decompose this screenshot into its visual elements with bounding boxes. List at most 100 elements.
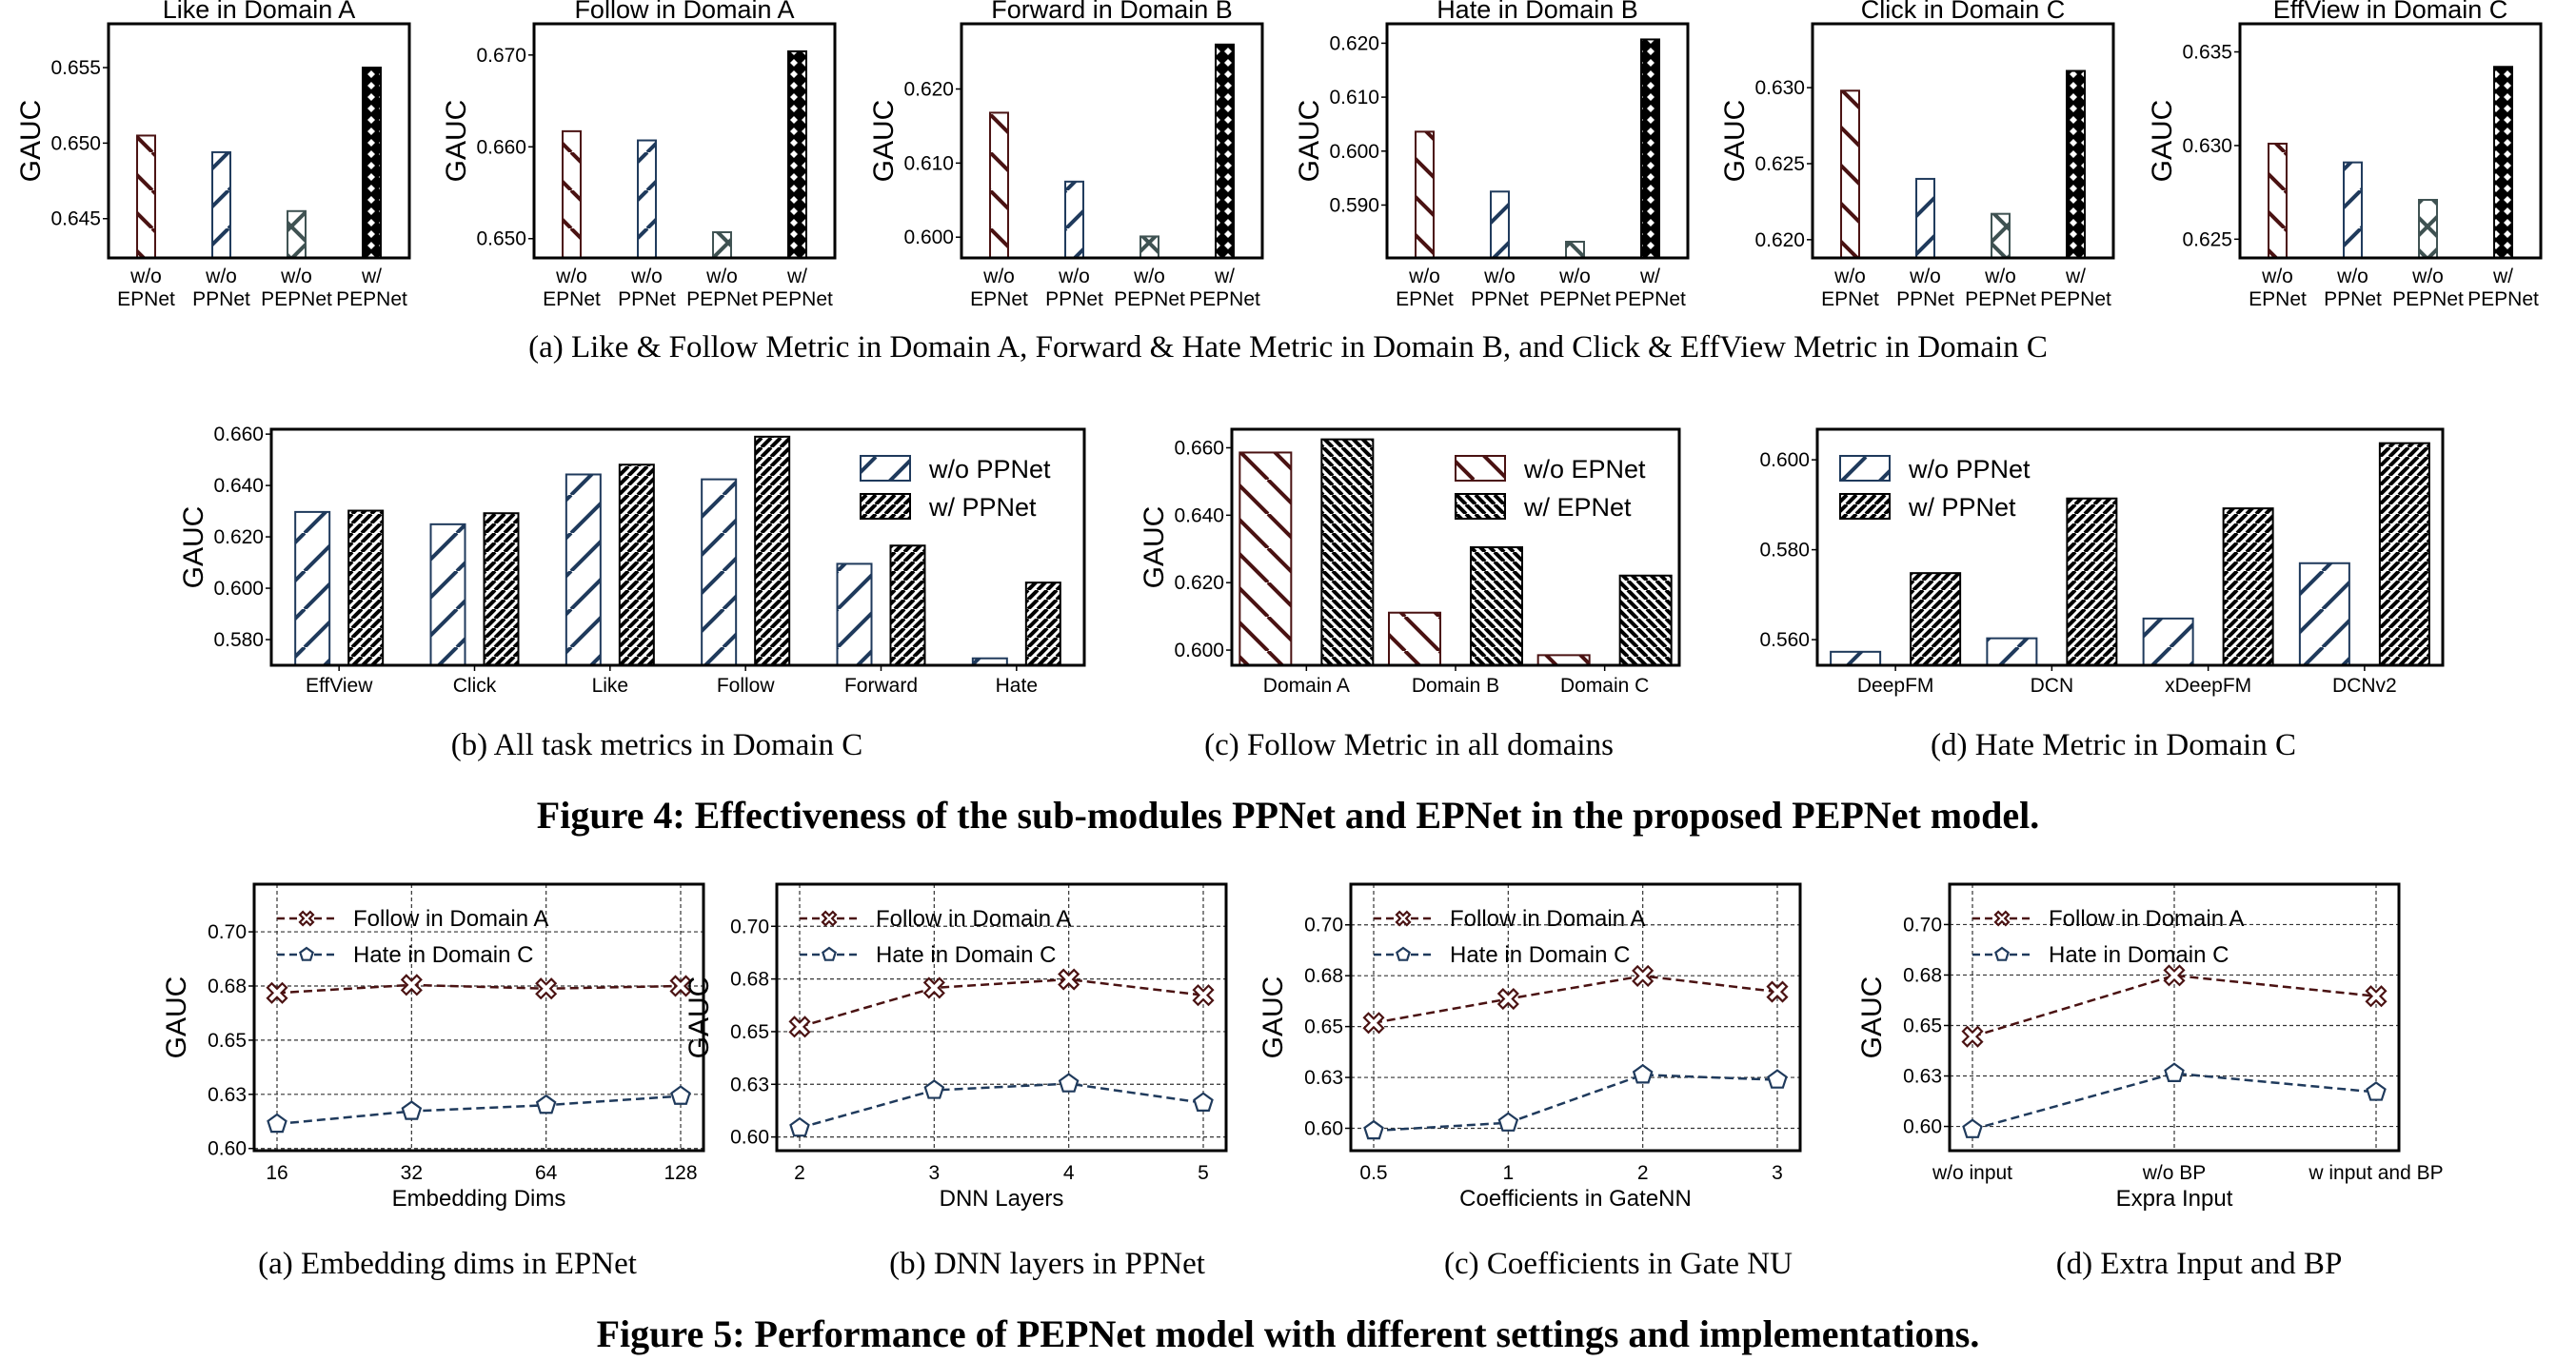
bar [1215, 43, 1235, 259]
bar [1388, 611, 1441, 667]
y-tick-label: 0.63 [1903, 1066, 1942, 1088]
legend-swatch [860, 493, 911, 520]
legend-swatch [1839, 455, 1891, 482]
x-tick-label: w/o [129, 266, 162, 287]
series-line [1373, 1074, 1778, 1133]
y-tick-label: 0.68 [1304, 965, 1343, 987]
x-tick-label: EPNet [543, 288, 601, 310]
chart-fig5b: 2 3 4 5 DNN Layers Follow in Domain A Hate in … [775, 882, 1228, 1212]
x-tick-label: Click [453, 675, 497, 697]
x-tick-label: PEPNet [336, 288, 407, 310]
x-tick-label: Domain B [1412, 675, 1499, 697]
plot-frame [1385, 22, 1690, 260]
x-tick-label: EPNet [2249, 288, 2307, 310]
y-tick-label: 0.580 [1759, 540, 1810, 562]
x-tick-label: 3 [928, 1162, 940, 1184]
bar [1910, 572, 1962, 667]
x-tick-label: PEPNet [2392, 288, 2464, 310]
x-marker [400, 974, 423, 996]
legend-label: Follow in Domain A [2049, 906, 2244, 932]
x-tick-label: 2 [1637, 1162, 1649, 1184]
x-tick-label: 64 [535, 1162, 558, 1184]
chart-fig4a-effview-c: w/oEPNetw/oPPNetw/oPEPNetw/PEPNetEffView… [2238, 0, 2543, 310]
bar [1238, 451, 1293, 666]
y-tick-label: 0.610 [903, 152, 954, 174]
fig4b-caption: (b) All task metrics in Domain C [450, 728, 863, 762]
x-marker [788, 1016, 811, 1038]
pentagon-marker [2164, 1062, 2185, 1082]
bar [562, 129, 582, 259]
y-axis-label: GAUC [2147, 100, 2178, 183]
x-marker [298, 910, 315, 927]
y-tick-label: 0.70 [1903, 914, 1942, 936]
x-tick-label: PEPNet [1615, 288, 1686, 310]
x-marker [266, 981, 288, 1004]
bar [347, 509, 385, 667]
y-tick-label: 0.630 [2182, 135, 2232, 157]
pentagon-marker [401, 1100, 423, 1120]
bar [1640, 38, 1660, 259]
y-tick-label: 0.70 [1304, 915, 1343, 937]
bar [1536, 654, 1591, 666]
x-tick-label: PEPNet [1189, 288, 1260, 310]
x-tick-label: 0.5 [1359, 1162, 1387, 1184]
bar [712, 230, 732, 259]
chart-title: Hate in Domain B [1437, 0, 1638, 24]
bar [1618, 574, 1673, 667]
y-axis-label: GAUC [684, 976, 715, 1059]
x-marker [2163, 964, 2186, 987]
y-tick-label: 0.620 [1329, 32, 1379, 54]
legend-label: w/ EPNet [1523, 493, 1632, 522]
x-tick-label: w/ [361, 266, 382, 287]
legend-swatch [1455, 493, 1506, 520]
y-tick-label: 0.580 [213, 629, 264, 651]
x-tick-label: DCN [2031, 675, 2074, 697]
bar [1490, 190, 1510, 260]
legend-swatch [1455, 455, 1506, 482]
x-tick-label: PEPNet [1965, 288, 2036, 310]
x-marker [535, 977, 558, 1000]
x-tick-label: w/o [2411, 266, 2444, 287]
series-line [276, 1095, 682, 1126]
pentagon-marker [2366, 1081, 2387, 1101]
x-marker [1192, 984, 1215, 1007]
x-marker [1766, 980, 1789, 1003]
y-tick-label: 0.630 [1754, 77, 1805, 99]
bar [701, 478, 738, 666]
legend-swatch [1839, 493, 1891, 520]
series-line [799, 1082, 1204, 1130]
legend-label: w/ PPNet [1908, 493, 2016, 522]
y-tick-label: 0.600 [1329, 141, 1379, 163]
x-marker [1362, 1012, 1385, 1035]
x-tick-label: 3 [1772, 1162, 1783, 1184]
x-tick-label: PPNet [192, 288, 250, 310]
x-marker [922, 976, 945, 999]
plot-frame [532, 22, 837, 260]
x-marker [1632, 964, 1655, 987]
bar [429, 523, 466, 666]
fig4d-caption: (d) Hate Metric in Domain C [1931, 728, 2296, 762]
bar [294, 510, 331, 667]
bar [211, 150, 231, 259]
x-axis-label: Expra Input [2116, 1186, 2233, 1212]
legend-label: Hate in Domain C [353, 942, 533, 968]
chart-title: EffView in Domain C [2273, 0, 2508, 24]
legend-label: Follow in Domain A [353, 906, 548, 932]
y-tick-label: 0.660 [213, 424, 264, 445]
y-tick-label: 0.645 [50, 208, 101, 230]
pentagon-marker [1396, 946, 1411, 961]
bar [754, 435, 791, 666]
y-axis-label: GAUC [1258, 976, 1289, 1059]
chart-title: Follow in Domain A [574, 0, 794, 24]
bar [1991, 212, 2011, 259]
x-tick-label: w/o [205, 266, 237, 287]
bar [889, 544, 926, 666]
bar [1064, 180, 1084, 259]
legend-swatch [860, 455, 911, 482]
pentagon-marker [1994, 946, 2010, 961]
chart-fig5d: w/o input w/o BP w input and BP Expra Input… [1932, 882, 2444, 1212]
pentagon-marker [789, 1116, 810, 1137]
y-tick-label: 0.600 [1759, 449, 1810, 471]
